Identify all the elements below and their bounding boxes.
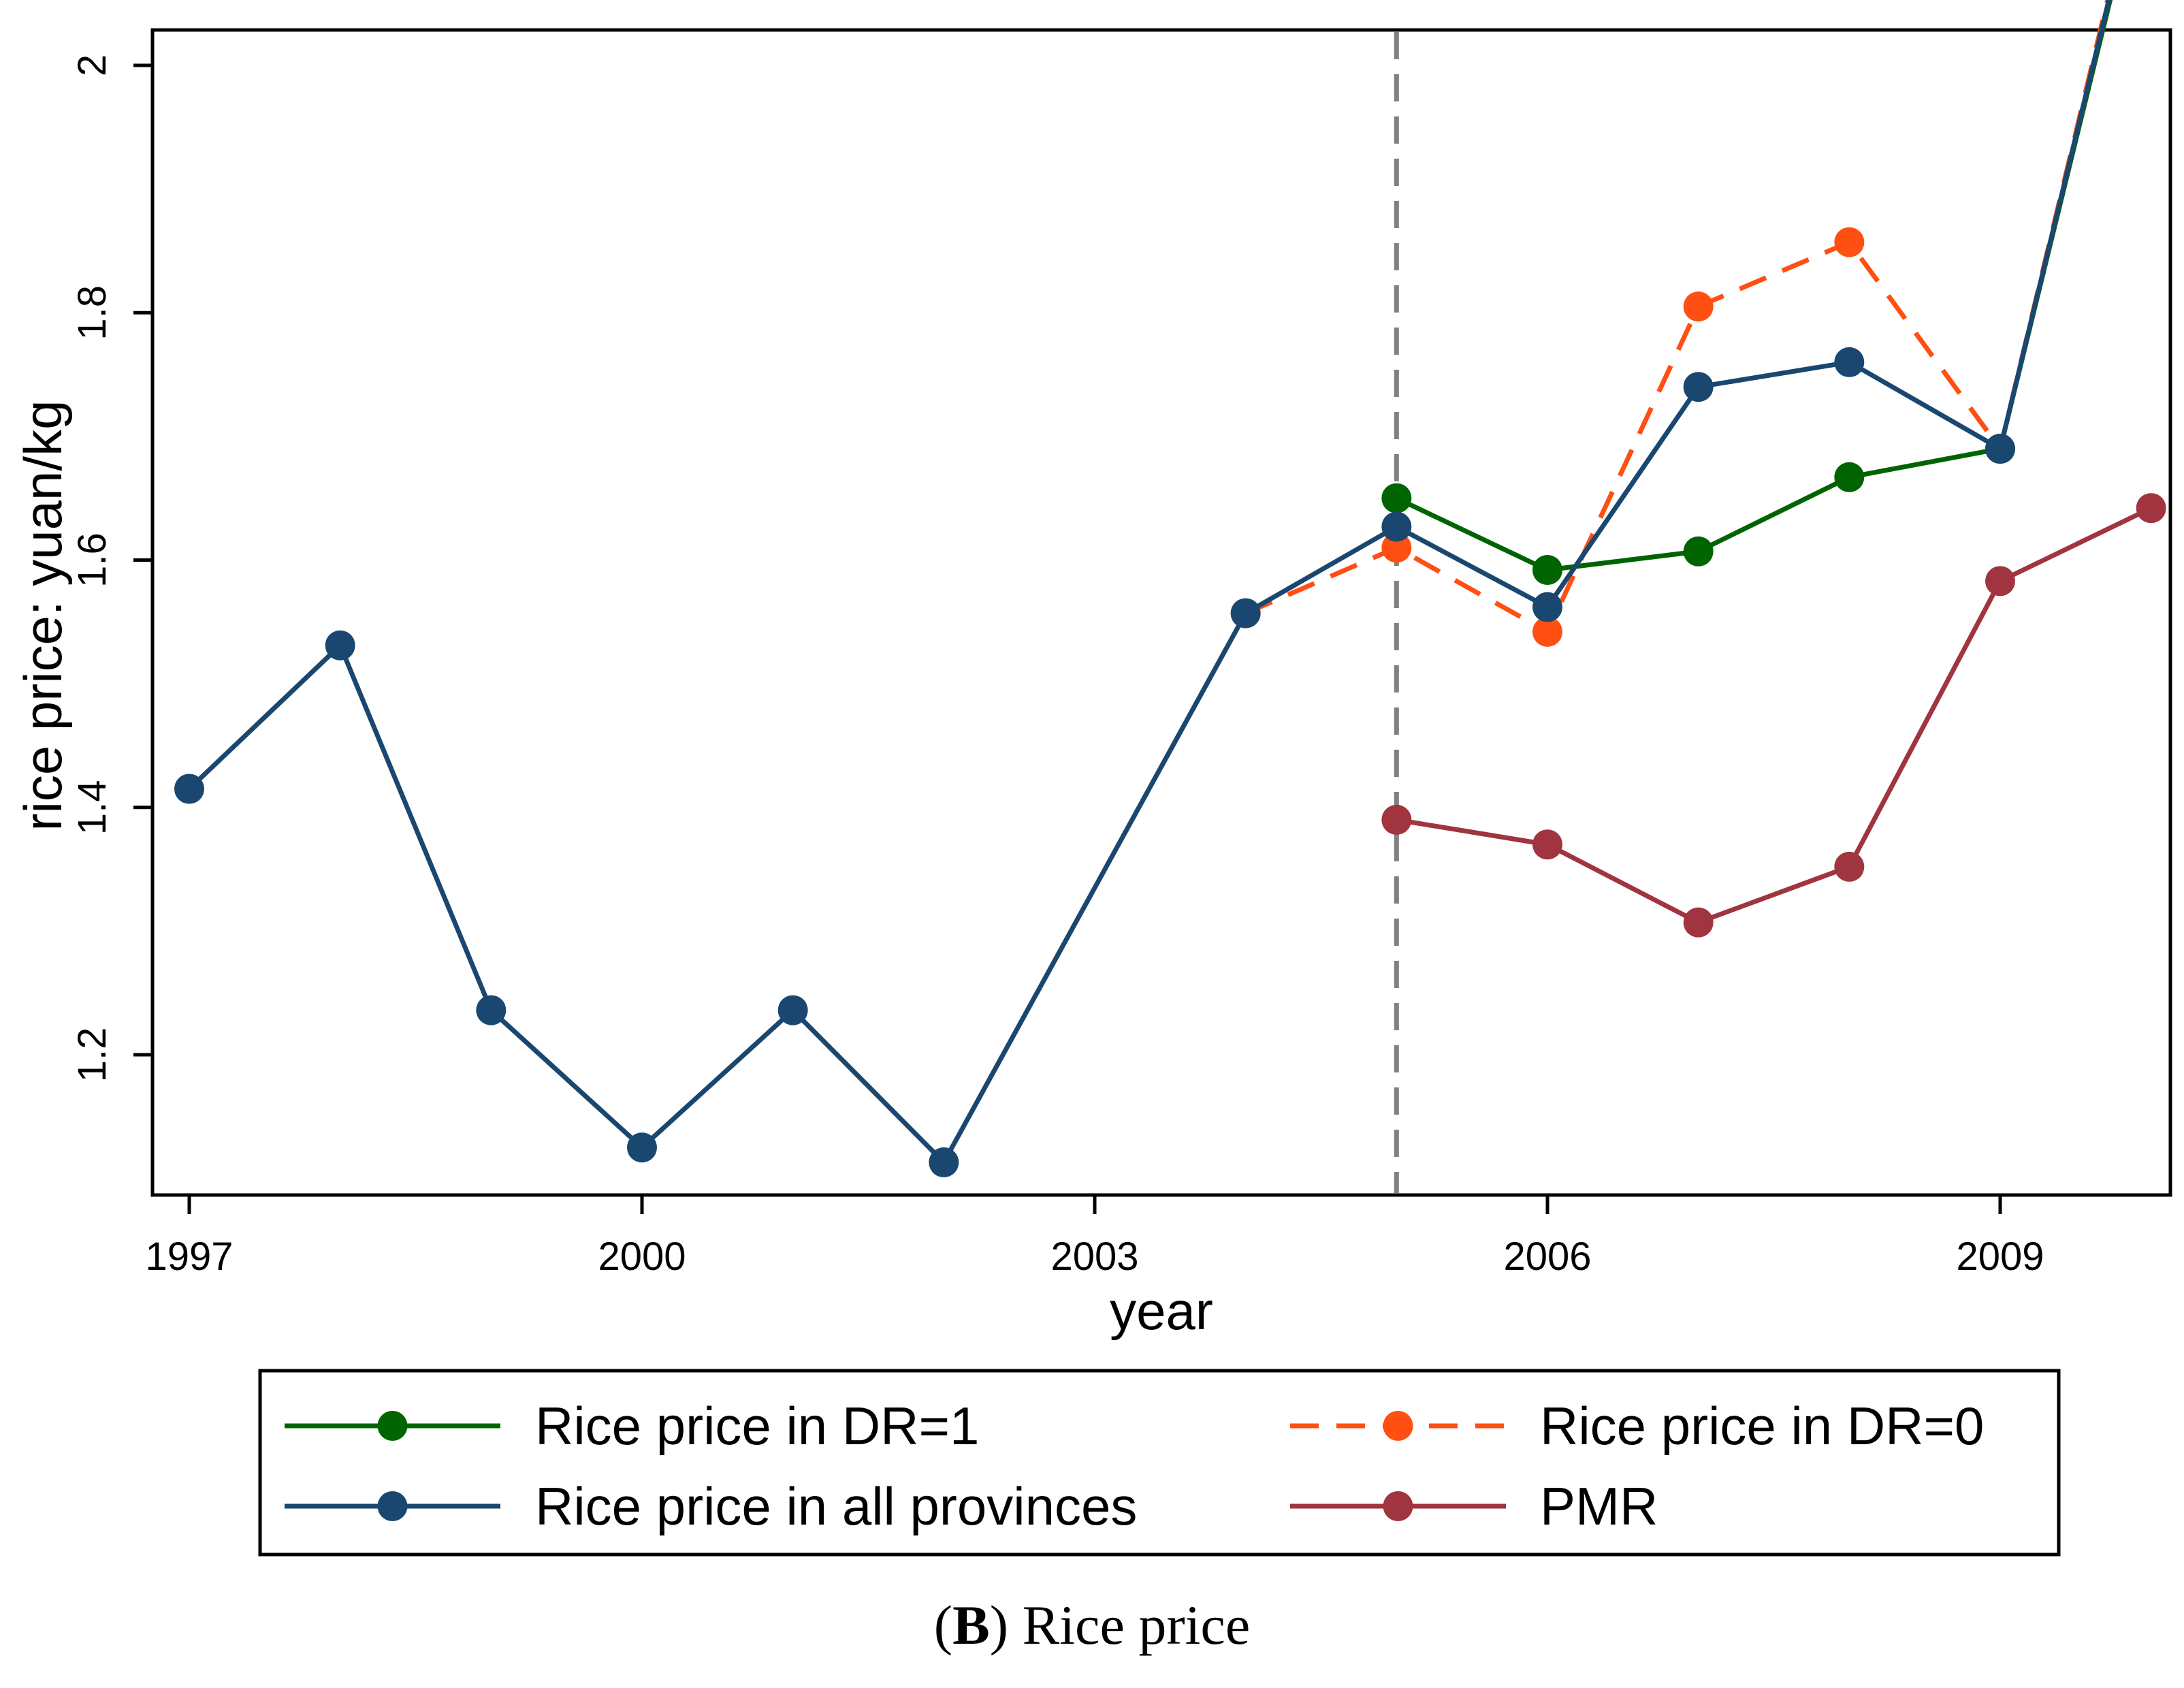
legend-label: PMR — [1540, 1476, 1658, 1536]
data-point — [1230, 598, 1261, 628]
series-pmr — [1381, 493, 2166, 938]
plot-frame — [150, 28, 2172, 1197]
legend-item: Rice price in all provinces — [285, 1476, 1137, 1536]
x-axis: 1997 2000 2003 2006 2009 — [145, 1195, 2044, 1279]
y-tick-label: 1.8 — [70, 285, 114, 340]
x-tick-label: 2006 — [1503, 1235, 1591, 1279]
data-point — [1683, 291, 1714, 322]
legend-marker — [377, 1491, 408, 1521]
data-point — [1381, 532, 1412, 563]
data-point — [1532, 616, 1562, 647]
series-line — [1396, 506, 2153, 925]
legend-marker — [377, 1411, 408, 1441]
legend-box — [258, 1369, 2061, 1557]
legend-marker — [1383, 1491, 1413, 1521]
caption-label: B — [952, 1594, 990, 1656]
figure-caption: (B) Rice price — [0, 1593, 2184, 1657]
legend-label: Rice price in DR=0 — [1540, 1396, 1984, 1456]
data-point — [1381, 511, 1412, 542]
legend-label: Rice price in DR=1 — [535, 1396, 979, 1456]
data-point — [325, 630, 355, 660]
y-axis: 1.2 1.4 1.6 1.8 2 — [70, 54, 152, 1082]
data-point — [2136, 493, 2166, 524]
data-point — [1683, 907, 1714, 938]
data-point — [1985, 434, 2015, 464]
legend-item: PMR — [1290, 1476, 1658, 1536]
series-rice-price-in-dr-1 — [1381, 0, 2113, 586]
data-point — [1683, 372, 1714, 402]
x-axis-title: year — [1110, 1281, 1213, 1341]
data-point — [174, 774, 204, 804]
x-tick-label: 2009 — [1956, 1235, 2044, 1279]
x-tick-label: 2000 — [598, 1235, 686, 1279]
data-point — [1834, 462, 1865, 492]
data-point — [1834, 851, 1865, 882]
legend-item: Rice price in DR=1 — [285, 1396, 979, 1456]
y-tick-label: 1.2 — [70, 1028, 114, 1083]
caption-close: ) — [989, 1594, 1009, 1656]
data-point — [476, 995, 507, 1025]
data-point — [1381, 804, 1412, 835]
data-point — [1532, 555, 1562, 586]
data-point — [1532, 592, 1562, 622]
caption-text: Rice price — [1008, 1594, 1251, 1656]
x-tick-label: 1997 — [145, 1235, 233, 1279]
series-layer — [174, 0, 2166, 1178]
data-point — [1985, 566, 2015, 596]
y-axis-title: rice price: yuan/kg — [13, 400, 73, 831]
legend-item: Rice price in DR=0 — [1290, 1396, 1984, 1456]
data-point — [1834, 227, 1865, 257]
series-rice-price-in-all-provinces — [174, 0, 2112, 1178]
y-tick-label: 2 — [70, 54, 114, 76]
x-tick-label: 2003 — [1050, 1235, 1138, 1279]
data-point — [1834, 347, 1865, 377]
data-point — [1683, 536, 1714, 567]
legend-label: Rice price in all provinces — [535, 1476, 1137, 1536]
data-point — [929, 1147, 959, 1178]
series-line — [187, 0, 2112, 1165]
caption-open: ( — [933, 1594, 953, 1656]
legend-marker — [1383, 1411, 1413, 1441]
legend: Rice price in DR=1 Rice price in DR=0 Rice… — [285, 1396, 1984, 1536]
data-point — [777, 995, 808, 1025]
data-point — [1381, 483, 1412, 513]
data-point — [627, 1132, 657, 1163]
data-point — [1532, 829, 1562, 860]
y-tick-label: 1.6 — [70, 532, 114, 588]
y-tick-label: 1.4 — [70, 780, 114, 835]
